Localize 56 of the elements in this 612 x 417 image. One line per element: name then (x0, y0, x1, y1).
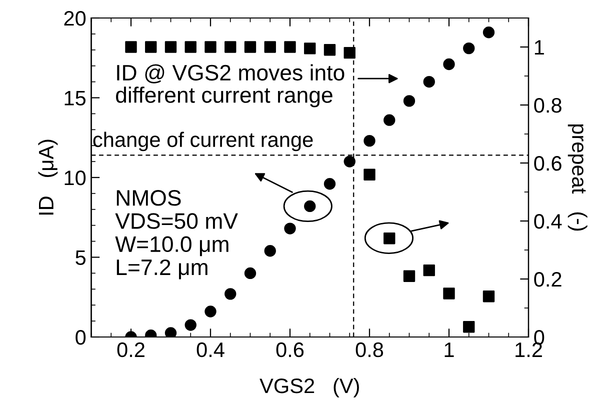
point (164, 327, 177, 337)
point (403, 270, 416, 282)
y-axis-title: ID (μA) (38, 140, 58, 215)
y-tick-label: 10 (64, 170, 86, 186)
point (403, 95, 416, 107)
x-tick-label: 1 (444, 342, 454, 357)
ref-line-label: change of current range (93, 132, 313, 152)
point (384, 114, 396, 126)
point (224, 288, 236, 300)
point (364, 134, 376, 147)
y2-axis-title: prepeat (-) (568, 124, 588, 231)
point (264, 245, 276, 257)
point (164, 41, 177, 53)
point (463, 42, 475, 54)
point (384, 232, 396, 244)
x-tick-label: 0.2 (117, 342, 144, 358)
point (423, 264, 435, 276)
point (204, 41, 216, 53)
y2-tick-label: 1 (534, 40, 544, 55)
y-tick-label: 20 (64, 11, 86, 26)
point (304, 42, 316, 54)
point (204, 306, 216, 318)
x-tick-label: 0.6 (276, 342, 304, 358)
point (324, 178, 336, 190)
point (482, 290, 495, 302)
y-tick-label: 0 (76, 330, 86, 345)
point (244, 267, 256, 280)
x-tick-label: 0.8 (356, 342, 384, 358)
point (184, 41, 196, 53)
point (364, 168, 376, 180)
point (184, 319, 196, 331)
point (344, 46, 356, 59)
point (125, 41, 137, 53)
x-tick-label: 0.4 (196, 342, 224, 358)
annotation: NMOS VDS=50 mV W=10.0 μm L=7.2 μm (115, 190, 238, 280)
y2-tick-label: 0.4 (534, 214, 562, 229)
point (264, 41, 276, 53)
point (423, 76, 435, 88)
point (145, 41, 157, 53)
y2-tick-label: 0.2 (534, 272, 562, 287)
point (224, 41, 236, 53)
point (443, 58, 455, 70)
y-tick-label: 15 (64, 90, 86, 106)
point (443, 288, 455, 300)
annotation: ID @ VGS2 moves into different current range (116, 64, 344, 108)
point (482, 26, 495, 38)
point (344, 156, 356, 168)
y2-tick-label: 0.6 (534, 156, 562, 171)
y-tick-label: 5 (76, 250, 86, 266)
x-axis-title: VGS2 (V) (260, 378, 359, 398)
point (463, 321, 475, 333)
point (284, 41, 296, 53)
point (244, 41, 256, 53)
point (284, 222, 296, 234)
y2-tick-label: 0.8 (534, 98, 562, 113)
point (324, 44, 336, 56)
